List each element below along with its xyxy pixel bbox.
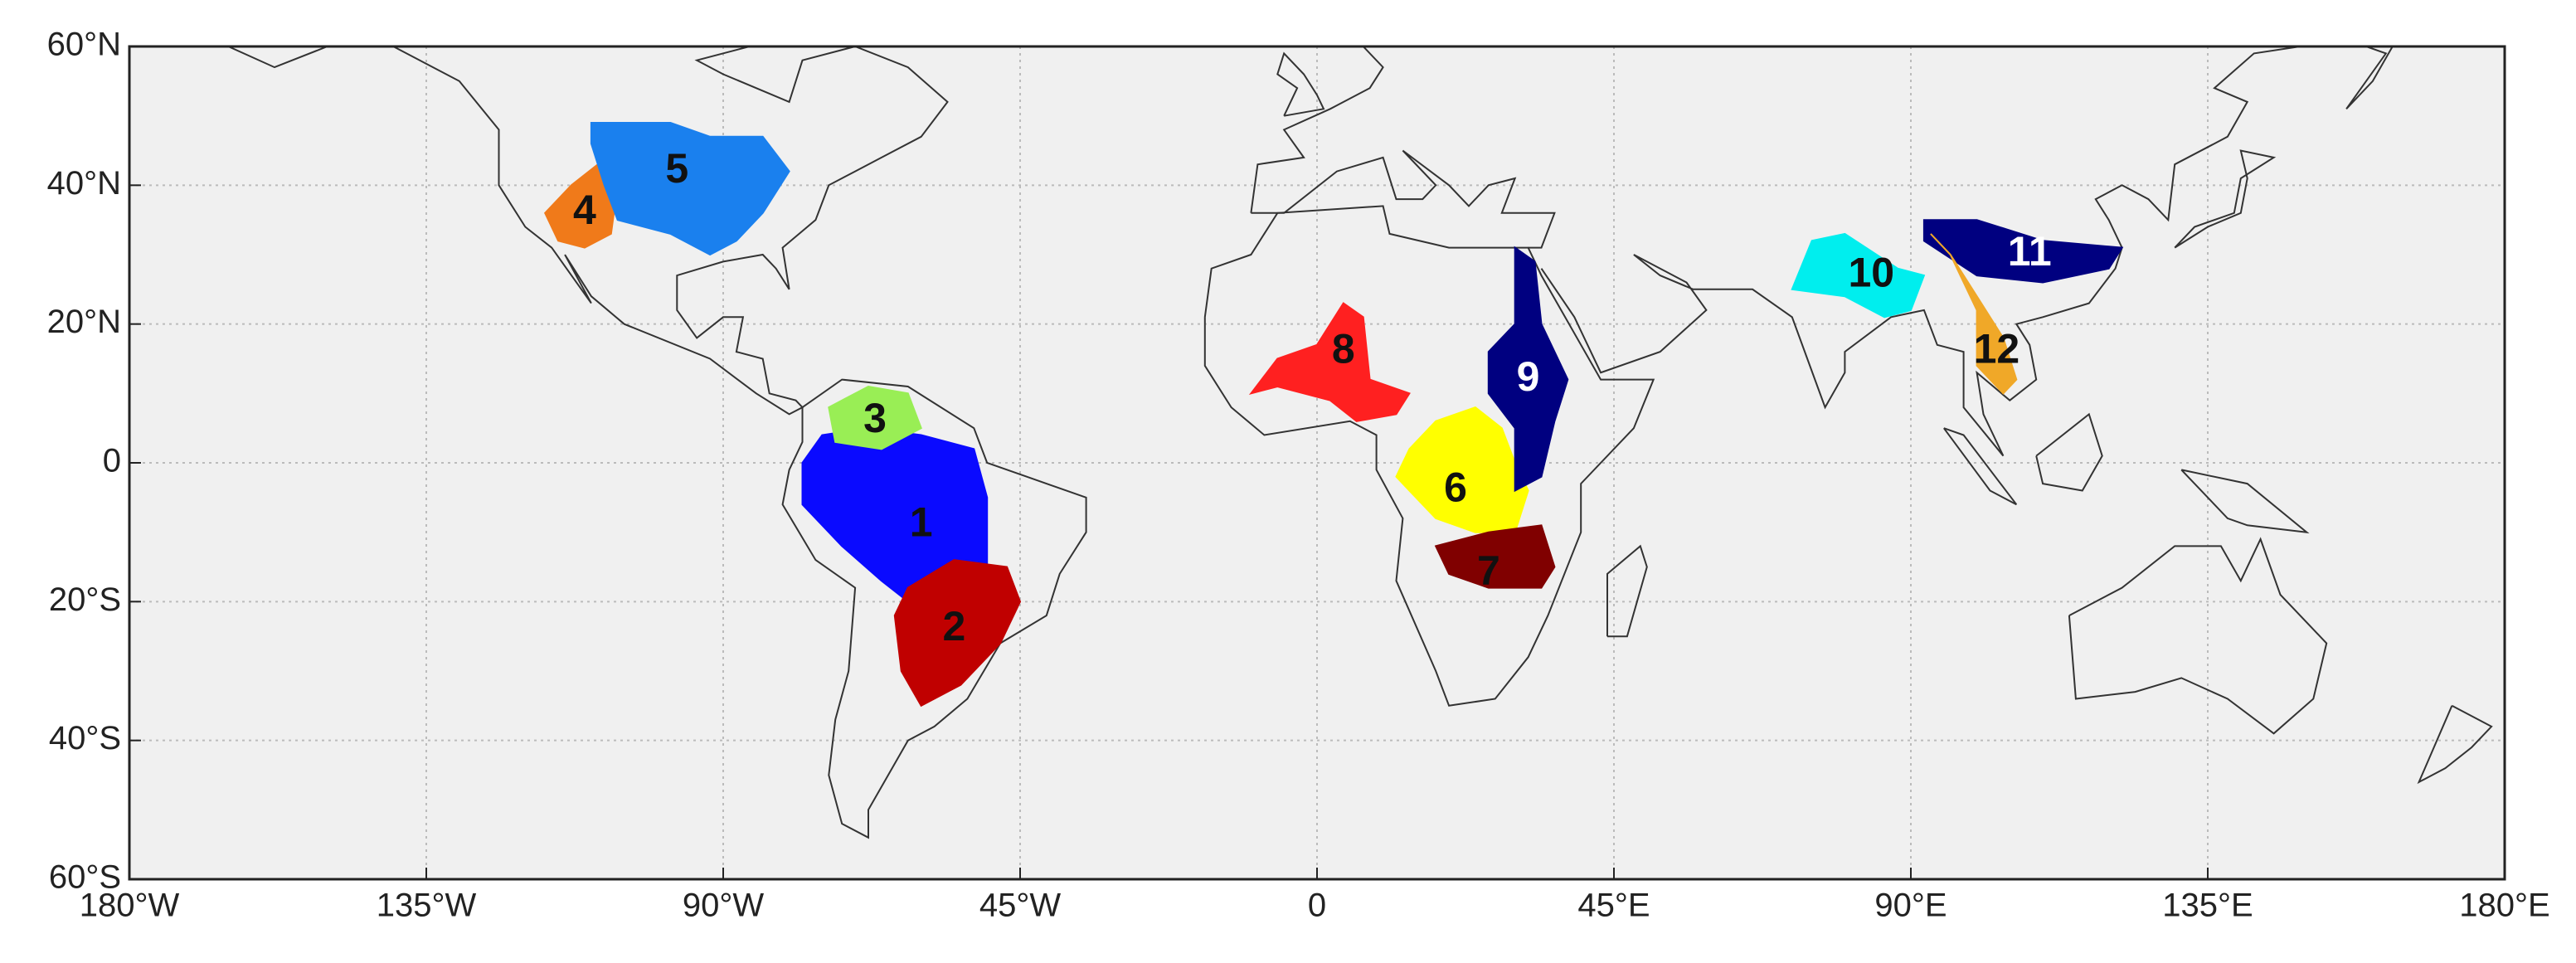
- coastline: [1276, 51, 1325, 117]
- region: [1248, 302, 1411, 422]
- region-label: 3: [863, 395, 887, 441]
- region: [1487, 246, 1569, 493]
- region-label: 1: [910, 499, 933, 546]
- region-label: 5: [665, 145, 688, 192]
- region-label: 8: [1332, 325, 1355, 372]
- y-tick-label: 60°S: [49, 859, 121, 896]
- y-tick-label: 40°S: [49, 720, 121, 756]
- region-label: 11: [2008, 228, 2052, 275]
- coastline: [2174, 149, 2277, 249]
- x-tick-label: 135°W: [377, 888, 477, 924]
- region: [590, 122, 790, 256]
- x-tick-label: 90°W: [683, 888, 764, 924]
- coastline: [2417, 704, 2493, 785]
- coastline: [1942, 427, 2018, 506]
- region-label: 10: [1848, 249, 1894, 295]
- coastline: [2035, 412, 2103, 492]
- y-tick-label: 20°S: [49, 581, 121, 618]
- x-tick-label: 180°E: [2459, 888, 2549, 924]
- region-label: 2: [943, 603, 966, 649]
- ticks: 180°W 135°W 90°W 45°W 0 45°E 90°E 135°E 180°E 60°…: [47, 27, 2550, 924]
- region-label: 12: [1974, 325, 2020, 372]
- region: [1395, 406, 1529, 533]
- region-label: 9: [1517, 353, 1540, 400]
- coastline: [2180, 469, 2310, 534]
- region-label: 7: [1477, 547, 1500, 594]
- coastline: [2068, 537, 2328, 735]
- y-tick-label: 40°N: [47, 165, 121, 202]
- coastline: [1540, 46, 2395, 457]
- x-tick-label: 135°E: [2162, 888, 2253, 924]
- region-label: 4: [573, 187, 596, 233]
- coastline: [1251, 149, 1556, 249]
- y-tick-label: 0: [103, 443, 121, 479]
- x-tick-label: 90°E: [1874, 888, 1947, 924]
- x-tick-label: 0: [1308, 888, 1326, 924]
- coastlines: [227, 46, 2493, 839]
- coastline: [1203, 205, 1655, 707]
- region: [1930, 233, 2018, 395]
- x-tick-label: 45°E: [1577, 888, 1650, 924]
- region-label: 6: [1444, 464, 1467, 511]
- region: [893, 559, 1022, 708]
- coastline: [1606, 544, 1648, 638]
- coastline: [227, 46, 949, 416]
- coastline: [1250, 46, 1384, 213]
- region: [1922, 219, 2124, 284]
- region: [828, 385, 922, 450]
- coastline: [781, 378, 1087, 839]
- x-tick-label: 45°W: [979, 888, 1061, 924]
- y-tick-label: 20°N: [47, 304, 121, 340]
- region: [1434, 524, 1556, 589]
- region: [1791, 232, 1926, 319]
- y-tick-label: 60°N: [47, 27, 121, 63]
- x-tick-label: 180°W: [80, 888, 180, 924]
